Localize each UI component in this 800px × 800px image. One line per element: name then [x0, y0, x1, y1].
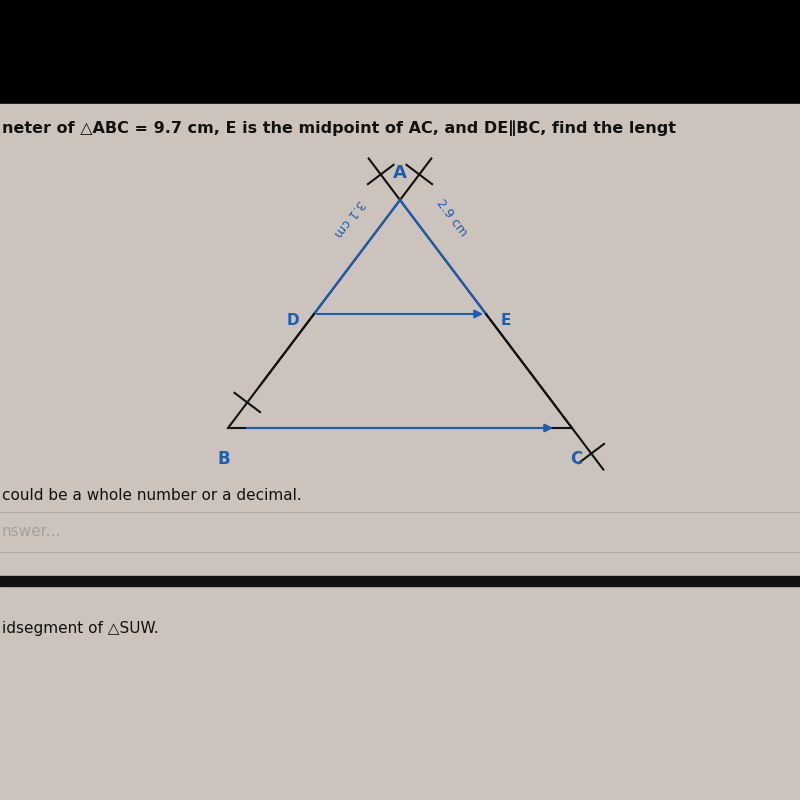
Text: 2.9 cm: 2.9 cm	[434, 197, 470, 239]
Text: idsegment of △SUW.: idsegment of △SUW.	[2, 621, 158, 635]
Text: B: B	[218, 450, 230, 468]
Text: C: C	[570, 450, 582, 468]
Text: nswer...: nswer...	[2, 525, 61, 539]
Text: D: D	[287, 313, 300, 328]
Bar	[0, 104, 800, 800]
Bar	[0, 576, 800, 586]
Text: 3.1 cm: 3.1 cm	[330, 197, 366, 239]
Text: E: E	[501, 313, 510, 328]
Text: neter of △ABC = 9.7 cm, E is the midpoint of AC, and DE∥BC, find the lengt: neter of △ABC = 9.7 cm, E is the midpoin…	[2, 120, 675, 136]
Text: A: A	[393, 164, 407, 182]
Text: could be a whole number or a decimal.: could be a whole number or a decimal.	[2, 489, 302, 503]
